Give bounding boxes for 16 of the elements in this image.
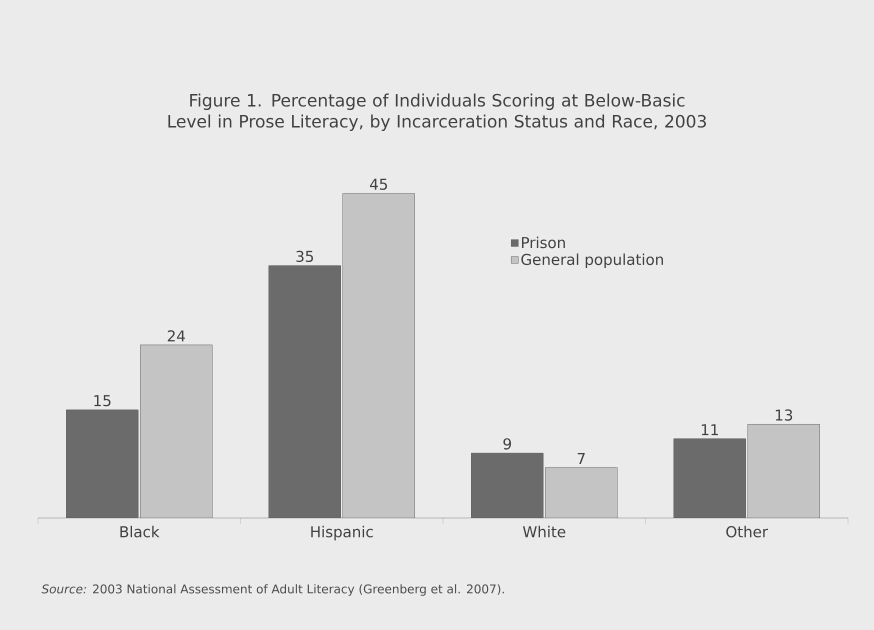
data-label: 15 xyxy=(94,395,110,406)
x-tick-label: Other xyxy=(726,526,768,538)
x-tick-label: White xyxy=(522,526,566,538)
data-label: 11 xyxy=(702,424,718,436)
chart-title: Figure 1. Percentage of Individuals Scoring at Below-Basic Level in Prose Literacy, by Incarceration Status and Race, 2003 xyxy=(168,94,706,131)
x-tick-label: Black xyxy=(120,526,160,538)
data-label: 45 xyxy=(370,178,387,190)
x-tick-label: Hispanic xyxy=(311,526,373,540)
text: Source: 2003 National Assessment of Adult Literacy (Greenberg et al. 2007). xyxy=(42,584,504,596)
legend-label: General population xyxy=(521,254,663,268)
data-label: 35 xyxy=(296,250,313,262)
legend-label: Prison xyxy=(522,236,565,248)
data-label: 9 xyxy=(503,438,511,450)
data-label: 13 xyxy=(776,409,792,421)
data-label: 24 xyxy=(168,330,185,342)
data-label: 7 xyxy=(578,453,585,464)
